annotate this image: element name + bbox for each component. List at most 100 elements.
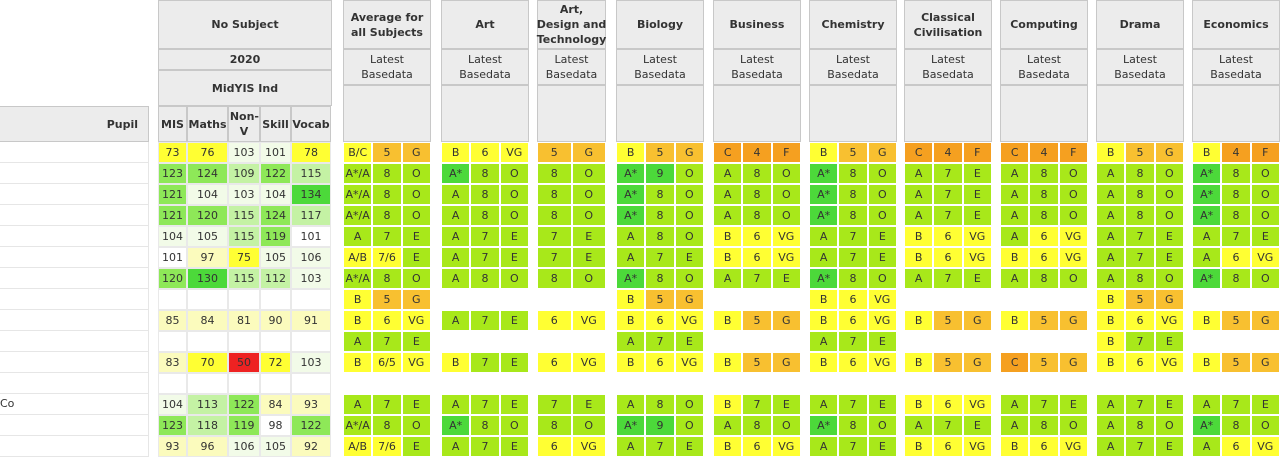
prediction-cell[interactable]: G <box>1058 310 1088 331</box>
prediction-cell[interactable]: O <box>401 184 431 205</box>
subject-header-economics[interactable]: Economics <box>1192 0 1280 49</box>
prediction-cell[interactable]: A <box>904 268 934 289</box>
pupil-name-cell[interactable] <box>0 247 149 268</box>
pupil-name-cell[interactable] <box>0 352 149 373</box>
prediction-cell[interactable]: 8 <box>645 394 675 415</box>
pupil-name-cell[interactable]: Co <box>0 394 149 415</box>
prediction-cell[interactable]: G <box>771 310 801 331</box>
prediction-cell[interactable]: VG <box>571 310 606 331</box>
pupil-name-cell[interactable] <box>0 331 149 352</box>
prediction-cell[interactable]: B <box>713 247 743 268</box>
prediction-cell[interactable]: 8 <box>372 415 402 436</box>
prediction-cell[interactable]: A <box>1096 184 1126 205</box>
prediction-cell[interactable]: 8 <box>1125 268 1155 289</box>
prediction-cell[interactable]: 7 <box>838 394 868 415</box>
prediction-cell[interactable]: E <box>867 436 897 457</box>
prediction-cell[interactable]: 7 <box>933 268 963 289</box>
prediction-cell[interactable]: 8 <box>645 268 675 289</box>
prediction-cell[interactable]: A* <box>809 184 839 205</box>
prediction-cell[interactable]: O <box>401 415 431 436</box>
prediction-cell[interactable]: O <box>401 163 431 184</box>
prediction-cell[interactable]: O <box>867 184 897 205</box>
prediction-cell[interactable]: O <box>1154 163 1184 184</box>
prediction-cell[interactable]: 8 <box>1221 268 1251 289</box>
prediction-cell[interactable]: 7 <box>1125 226 1155 247</box>
prediction-cell[interactable]: 5 <box>537 142 572 163</box>
prediction-cell[interactable]: O <box>1058 163 1088 184</box>
prediction-cell[interactable]: F <box>1058 142 1088 163</box>
prediction-cell[interactable]: G <box>571 142 606 163</box>
prediction-cell[interactable]: VG <box>1154 352 1184 373</box>
prediction-cell[interactable]: B <box>713 394 743 415</box>
prediction-cell[interactable]: E <box>499 226 529 247</box>
prediction-cell[interactable]: VG <box>401 352 431 373</box>
prediction-cell[interactable]: A <box>809 247 839 268</box>
subject-header-computing[interactable]: Computing <box>1000 0 1088 49</box>
prediction-cell[interactable]: A* <box>809 163 839 184</box>
prediction-cell[interactable]: B <box>809 289 839 310</box>
prediction-cell[interactable]: 7 <box>742 394 772 415</box>
prediction-cell[interactable]: VG <box>1250 247 1280 268</box>
prediction-cell[interactable]: O <box>771 163 801 184</box>
prediction-cell[interactable]: E <box>401 247 431 268</box>
prediction-cell[interactable]: E <box>1154 436 1184 457</box>
prediction-cell[interactable]: 7 <box>933 184 963 205</box>
prediction-cell[interactable]: O <box>571 205 606 226</box>
prediction-cell[interactable]: 6 <box>1125 352 1155 373</box>
prediction-cell[interactable]: 5 <box>372 142 402 163</box>
prediction-cell[interactable]: A* <box>1192 415 1222 436</box>
prediction-cell[interactable]: O <box>401 268 431 289</box>
prediction-cell[interactable]: O <box>499 205 529 226</box>
prediction-cell[interactable]: 7 <box>742 268 772 289</box>
prediction-cell[interactable]: 7 <box>838 436 868 457</box>
prediction-cell[interactable]: O <box>571 415 606 436</box>
prediction-cell[interactable]: 7 <box>1221 394 1251 415</box>
prediction-cell[interactable]: 5 <box>933 310 963 331</box>
prediction-cell[interactable]: A* <box>1192 268 1222 289</box>
prediction-cell[interactable]: O <box>1154 205 1184 226</box>
prediction-cell[interactable]: G <box>1250 352 1280 373</box>
prediction-cell[interactable]: E <box>1250 394 1280 415</box>
prediction-cell[interactable]: O <box>867 268 897 289</box>
prediction-cell[interactable]: 5 <box>933 352 963 373</box>
prediction-cell[interactable]: 8 <box>1221 184 1251 205</box>
prediction-cell[interactable]: O <box>1250 205 1280 226</box>
column-header-maths[interactable]: Maths <box>187 106 228 142</box>
prediction-cell[interactable]: VG <box>1154 310 1184 331</box>
prediction-cell[interactable]: 8 <box>1029 184 1059 205</box>
prediction-cell[interactable]: 8 <box>838 205 868 226</box>
prediction-cell[interactable]: 5 <box>1125 289 1155 310</box>
prediction-cell[interactable]: B <box>1192 352 1222 373</box>
prediction-cell[interactable]: A* <box>616 205 646 226</box>
prediction-cell[interactable]: 7 <box>537 247 572 268</box>
prediction-cell[interactable]: O <box>1250 415 1280 436</box>
pupil-name-cell[interactable] <box>0 205 149 226</box>
prediction-cell[interactable]: 8 <box>1029 163 1059 184</box>
prediction-cell[interactable]: E <box>401 331 431 352</box>
prediction-cell[interactable]: E <box>1250 226 1280 247</box>
prediction-cell[interactable]: O <box>571 184 606 205</box>
prediction-cell[interactable]: A <box>809 331 839 352</box>
pupil-column-header[interactable]: Pupil <box>0 106 149 142</box>
prediction-cell[interactable]: 6 <box>933 226 963 247</box>
prediction-cell[interactable]: A <box>1000 226 1030 247</box>
prediction-cell[interactable]: 8 <box>537 163 572 184</box>
prediction-cell[interactable]: VG <box>771 436 801 457</box>
prediction-cell[interactable]: A <box>616 331 646 352</box>
prediction-cell[interactable]: 7 <box>372 226 402 247</box>
prediction-cell[interactable]: VG <box>571 352 606 373</box>
prediction-cell[interactable]: 8 <box>537 205 572 226</box>
prediction-cell[interactable]: A <box>441 268 471 289</box>
prediction-cell[interactable]: B <box>1096 352 1126 373</box>
prediction-cell[interactable]: O <box>499 415 529 436</box>
prediction-cell[interactable]: A <box>616 436 646 457</box>
prediction-cell[interactable]: 7 <box>933 205 963 226</box>
subject-header-art-design-and-technology[interactable]: Art, Design and Technology <box>537 0 606 49</box>
prediction-cell[interactable]: O <box>674 268 704 289</box>
prediction-cell[interactable]: 4 <box>1221 142 1251 163</box>
prediction-cell[interactable]: 6 <box>933 436 963 457</box>
prediction-cell[interactable]: 8 <box>1125 184 1155 205</box>
prediction-cell[interactable]: A <box>1000 394 1030 415</box>
prediction-cell[interactable]: A* <box>1192 184 1222 205</box>
prediction-cell[interactable]: VG <box>962 226 992 247</box>
